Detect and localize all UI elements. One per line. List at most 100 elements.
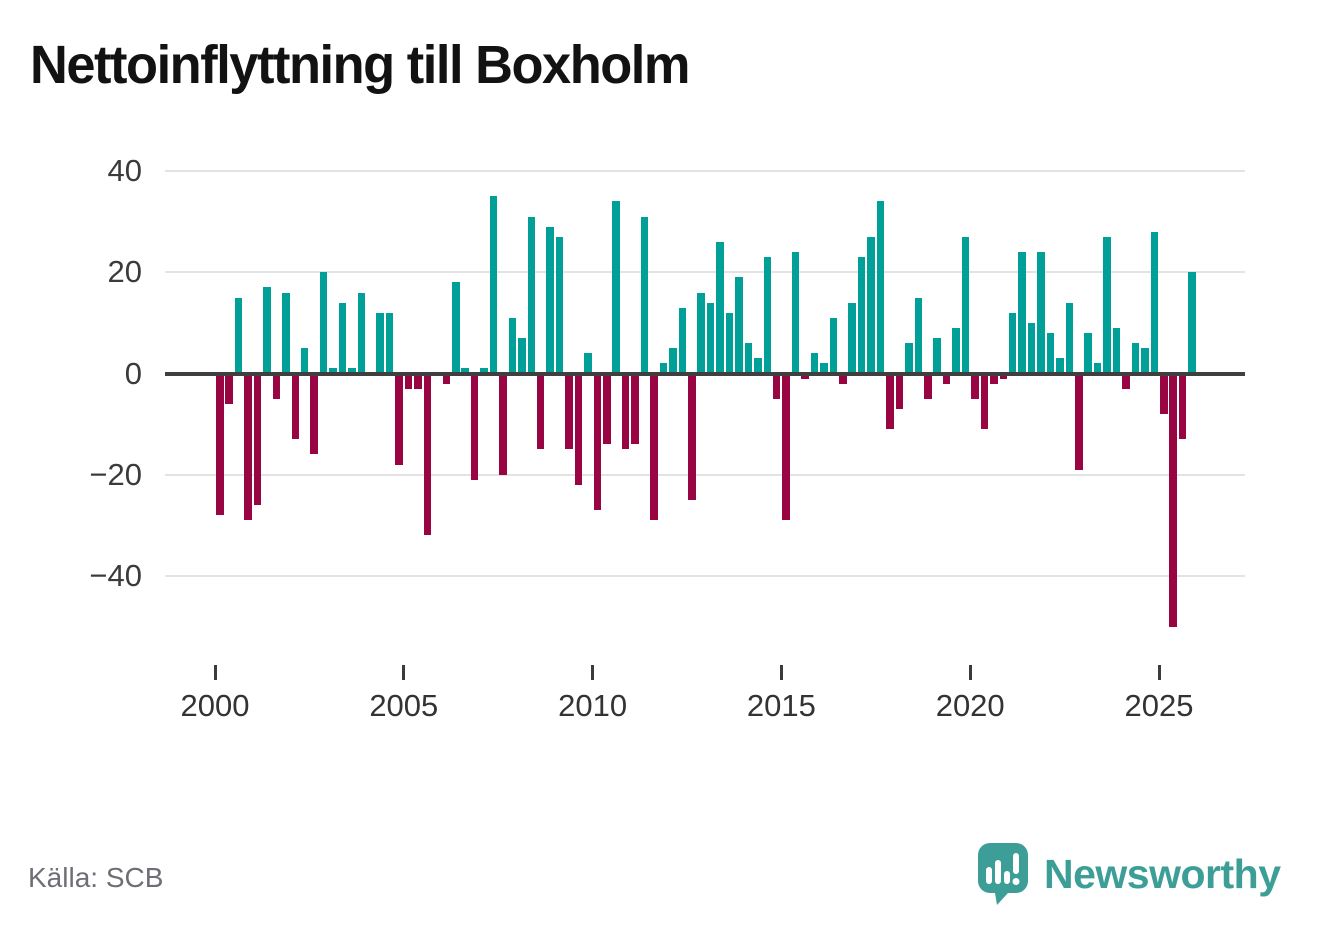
bar-2009-Q2	[565, 373, 573, 450]
zero-axis-line	[165, 371, 1245, 376]
bar-2015-Q1	[782, 373, 790, 521]
bar-2019-Q2	[942, 373, 951, 384]
bar-2023-Q4	[1112, 327, 1121, 374]
bar-2012-Q1	[669, 348, 677, 374]
bar-2014-Q1	[744, 343, 753, 374]
bar-2008-Q4	[546, 226, 554, 374]
bar-2002-Q2	[300, 348, 309, 374]
bar-2017-Q4	[886, 373, 894, 430]
bar-2016-Q4	[848, 302, 856, 374]
x-tick-2020	[968, 665, 972, 680]
bar-2023-Q2	[1093, 363, 1102, 374]
bar-2002-Q1	[291, 373, 300, 440]
bar-2011-Q3	[650, 373, 658, 521]
bar-2022-Q4	[1075, 373, 1083, 470]
bar-2025-Q4	[1188, 272, 1196, 374]
gridline--40	[165, 574, 1245, 577]
newsworthy-logo-wordmark: Newsworthy	[1044, 850, 1281, 897]
bar-2024-Q3	[1141, 348, 1149, 374]
bar-2010-Q3	[612, 201, 620, 374]
bar-2000-Q2	[225, 373, 233, 404]
bar-2001-Q3	[272, 373, 281, 399]
x-axis-label-2020: 2020	[935, 688, 1005, 723]
bar-2003-Q1	[329, 368, 337, 374]
bar-2020-Q1	[971, 373, 979, 399]
bar-2024-Q1	[1122, 373, 1130, 389]
bar-2005-Q3	[423, 373, 432, 536]
bar-2010-Q1	[593, 373, 602, 511]
newsworthy-branding: Newsworthy	[978, 843, 1281, 905]
y-axis-label-20: 20	[107, 254, 142, 290]
bar-2000-Q4	[244, 373, 252, 521]
bar-2008-Q2	[527, 216, 536, 374]
bar-2006-Q3	[461, 368, 469, 374]
y-axis-label--40: −40	[89, 557, 142, 593]
bar-2015-Q4	[810, 353, 819, 374]
bar-2000-Q3	[234, 297, 243, 374]
bar-2019-Q1	[933, 338, 941, 374]
bar-2007-Q1	[480, 368, 488, 374]
bar-2004-Q4	[395, 373, 403, 465]
bar-2013-Q2	[716, 241, 724, 374]
bar-2003-Q4	[357, 292, 366, 374]
bar-2021-Q3	[1027, 322, 1036, 374]
bar-2022-Q3	[1065, 302, 1074, 374]
bar-2009-Q1	[555, 236, 564, 374]
bar-2009-Q4	[584, 353, 592, 374]
y-axis-label--20: −20	[89, 456, 142, 492]
x-tick-2000	[213, 665, 217, 680]
newsworthy-logo-icon	[978, 843, 1028, 905]
x-axis-label-2005: 2005	[369, 688, 439, 723]
bar-2020-Q3	[990, 373, 998, 384]
page-title: Nettoinflyttning till Boxholm	[30, 35, 690, 95]
y-axis-label-0: 0	[124, 355, 142, 391]
bar-2001-Q2	[263, 287, 271, 374]
y-axis-label-40: 40	[107, 153, 142, 189]
bar-2012-Q3	[688, 373, 696, 500]
bar-2017-Q2	[867, 236, 875, 374]
bar-2024-Q4	[1150, 231, 1159, 374]
bar-2023-Q3	[1103, 236, 1111, 374]
bar-2025-Q1	[1160, 373, 1168, 414]
bar-2019-Q4	[961, 236, 970, 374]
bar-2006-Q2	[452, 282, 460, 374]
x-tick-2005	[402, 665, 406, 680]
x-axis-label-2015: 2015	[746, 688, 816, 723]
bar-2003-Q3	[348, 368, 356, 374]
bar-2005-Q2	[414, 373, 422, 389]
bar-2015-Q2	[791, 252, 800, 374]
bar-2022-Q2	[1056, 358, 1064, 374]
x-axis-label-2025: 2025	[1124, 688, 1194, 723]
bar-2012-Q4	[697, 292, 705, 374]
bar-2014-Q2	[754, 358, 762, 374]
bar-2010-Q4	[621, 373, 630, 450]
bar-2002-Q4	[319, 272, 328, 374]
bar-2013-Q1	[706, 302, 715, 374]
x-tick-2025	[1157, 665, 1161, 680]
bar-2017-Q1	[857, 257, 866, 374]
bar-2024-Q2	[1131, 343, 1140, 374]
bar-2009-Q3	[574, 373, 583, 485]
bar-2008-Q3	[536, 373, 545, 450]
bar-2007-Q4	[508, 317, 517, 374]
bar-2019-Q3	[952, 327, 960, 374]
bar-2008-Q1	[518, 338, 526, 374]
bar-2007-Q2	[489, 196, 498, 374]
gridline--20	[165, 473, 1245, 476]
bar-2016-Q3	[839, 373, 847, 384]
x-axis-label-2000: 2000	[180, 688, 250, 723]
bar-2005-Q1	[404, 373, 413, 389]
bar-2022-Q1	[1046, 333, 1055, 374]
bar-2000-Q1	[216, 373, 224, 516]
bar-2012-Q2	[678, 307, 687, 374]
bar-2017-Q3	[876, 201, 885, 374]
bar-2013-Q3	[725, 312, 734, 374]
bar-2011-Q1	[631, 373, 639, 445]
bar-2010-Q2	[603, 373, 611, 445]
bar-2015-Q3	[801, 373, 809, 379]
bar-2011-Q2	[640, 216, 649, 374]
bar-2018-Q2	[905, 343, 913, 374]
bar-2014-Q4	[772, 373, 781, 399]
